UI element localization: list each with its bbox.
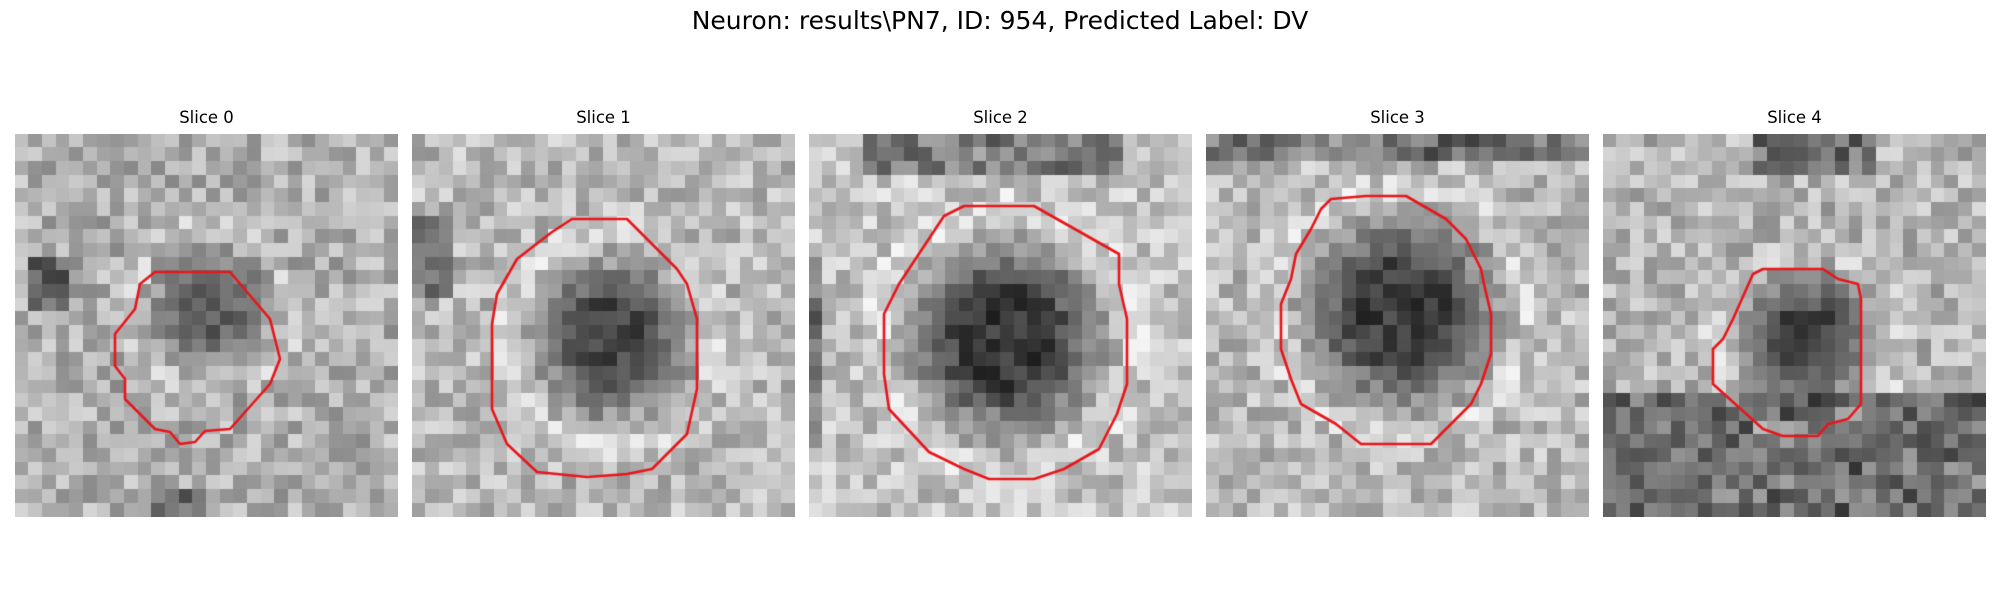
slice-title: Slice 1 [576,108,631,127]
figure-title: Neuron: results\PN7, ID: 954, Predicted … [691,6,1309,35]
slice-image [809,134,1192,517]
slice-title: Slice 4 [1767,108,1822,127]
slice-image [1603,134,1986,517]
slice-title: Slice 3 [1370,108,1425,127]
slice-image [1206,134,1589,517]
slice-title: Slice 0 [179,108,234,127]
slice-image [15,134,398,517]
slice-image [412,134,795,517]
slice-title: Slice 2 [973,108,1028,127]
